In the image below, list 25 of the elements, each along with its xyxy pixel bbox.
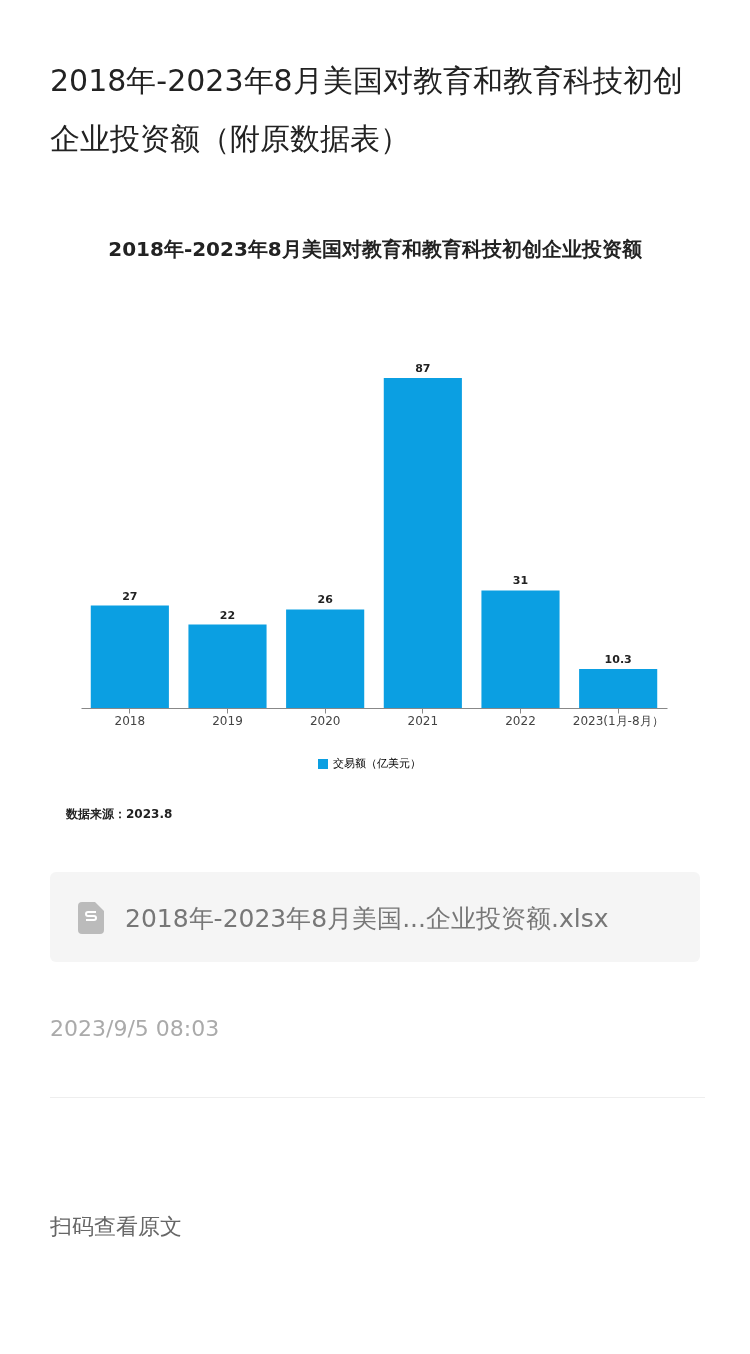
source-note: 数据来源：2023.8 xyxy=(66,806,173,823)
chart-title: 2018年-2023年8月美国对教育和教育科技初创企业投资额（附原数据表） xyxy=(50,62,684,158)
x-tick-label: 2021 xyxy=(407,713,439,728)
bar xyxy=(286,609,365,708)
x-tick-label: 2020 xyxy=(309,713,341,728)
x-tick-label: 2019 xyxy=(212,713,243,728)
x-tick-label: 2022 xyxy=(505,713,536,728)
bar xyxy=(579,668,658,708)
bar xyxy=(481,590,560,708)
chart-subtitle: 2018年-2023年8月美国对教育和教育科技初创企业投资额 xyxy=(107,236,643,263)
text: 扫码查看原文 xyxy=(50,1213,182,1241)
data-label: 31 xyxy=(512,574,529,588)
data-label: 10.3 xyxy=(604,652,632,666)
data-label: 26 xyxy=(317,593,334,607)
text: 2018年-2023年8月美国...企业投资额.xlsx xyxy=(125,903,609,935)
bar xyxy=(90,605,169,708)
data-label: 22 xyxy=(219,608,236,622)
bar xyxy=(383,378,462,708)
bar xyxy=(188,624,267,708)
x-tick-label: 2018 xyxy=(114,713,146,728)
data-label: 27 xyxy=(122,589,138,603)
data-label: 87 xyxy=(415,362,431,375)
text: 2023/9/5 08:03 xyxy=(50,1016,220,1041)
x-tick-label: 2023(1月-8月） xyxy=(572,713,664,728)
legend-label: 交易额（亿美元） xyxy=(333,757,421,770)
